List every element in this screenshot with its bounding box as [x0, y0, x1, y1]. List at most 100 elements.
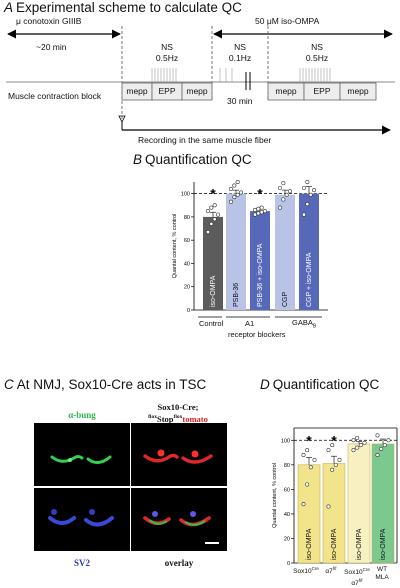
iso-ompa-label: 50 μM iso-OMPA [255, 16, 320, 26]
bar-category-label: PSB-36 + iso-OMPA [257, 243, 264, 307]
sox10-reporter-label: Sox10-Cre; floxStopfloxtomato [148, 402, 208, 424]
data-point [308, 192, 313, 197]
data-point [305, 202, 310, 207]
data-point [301, 502, 306, 507]
seg-mepp-4-label: mepp [347, 86, 369, 96]
data-point [256, 206, 261, 211]
panel-d-chart: 0 20 40 60 80 100 Quantal content, % control is… [272, 427, 398, 565]
data-point [206, 230, 211, 235]
muscle-block-label: Muscle contraction block [8, 91, 102, 101]
data-point [232, 195, 237, 200]
data-point [386, 438, 391, 443]
data-point [232, 183, 237, 188]
data-point [256, 211, 261, 216]
data-point [287, 189, 292, 194]
micrograph-overlay [131, 488, 227, 551]
data-point [229, 199, 234, 204]
seg-epp-2-label: EPP [313, 86, 331, 96]
data-point [284, 192, 289, 197]
data-point [305, 482, 310, 487]
bar [275, 194, 295, 310]
bar [299, 193, 319, 310]
data-point [281, 181, 286, 186]
seg-mepp-1-label: mepp [126, 86, 148, 96]
bar-category-label: iso-OMPA [356, 528, 363, 560]
data-point [301, 185, 306, 190]
data-point [330, 467, 335, 472]
data-point [305, 448, 310, 453]
data-point [326, 448, 331, 453]
seg-epp-1-label: EPP [158, 86, 176, 96]
d-x1-label: Sox10Cre [293, 566, 319, 576]
data-point [239, 190, 244, 195]
y-tick-label: 40 [184, 261, 190, 267]
seg-mepp-4 [339, 82, 377, 101]
data-point [235, 180, 240, 185]
data-point [259, 210, 264, 215]
data-point [308, 465, 313, 470]
data-point [253, 207, 258, 212]
y-tick-label: 100 [181, 192, 190, 198]
y-tick-label: 60 [284, 487, 290, 493]
data-point [382, 443, 387, 448]
data-point [262, 209, 267, 214]
panel-b-chart: 0 20 40 60 80 100 Quantal content, % control is… [172, 180, 328, 318]
data-point [229, 186, 234, 191]
data-point [351, 448, 356, 453]
seg-mepp-2-label: mepp [186, 86, 208, 96]
data-point [209, 221, 214, 226]
micrograph-tomato [131, 423, 227, 486]
ns-2-label: NS 0.1Hz [228, 42, 252, 63]
y-tick-label: 0 [287, 561, 290, 565]
d-x2-label: α7f/f [325, 566, 337, 576]
data-point [301, 212, 306, 217]
data-point [312, 457, 317, 462]
data-point [333, 462, 338, 467]
data-point [212, 203, 217, 208]
group-gaba-label: GABAB [292, 318, 317, 330]
panel-c-title: C At NMJ, Sox10-Cre acts in TSC [4, 377, 207, 392]
y-axis-label: Quantal content, % control [272, 463, 278, 528]
y-tick-label: 80 [284, 463, 290, 469]
data-point [362, 440, 367, 445]
data-point [277, 185, 282, 190]
data-point [305, 180, 310, 185]
data-point [235, 192, 240, 197]
significance-star: * [257, 186, 263, 202]
duration-20-label: ~20 min [36, 42, 67, 52]
data-point [337, 457, 342, 462]
y-tick-label: 20 [184, 285, 190, 291]
data-point [358, 443, 363, 448]
panel-a-scheme [6, 26, 395, 135]
data-point [301, 452, 306, 457]
significance-star: * [210, 186, 216, 202]
ns-1-label: NS 0.5Hz [155, 42, 179, 63]
bar [250, 211, 270, 310]
receptor-blockers-label: receptor blockers [228, 330, 286, 339]
bar-category-label: iso-OMPA [380, 528, 387, 560]
significance-star: * [331, 432, 337, 448]
overlay-label: overlay [164, 558, 194, 568]
bar-category-label: PSB-36 [233, 283, 240, 307]
bar-category-label: CGP + iso-OMPA [306, 252, 313, 307]
conotoxin-label: μ conotoxin GIIIB [16, 16, 82, 26]
data-point [351, 438, 356, 443]
data-point [259, 205, 264, 210]
micrograph-abung [34, 423, 130, 486]
data-point [355, 445, 360, 450]
d-x3-label: Sox10Cre α7f/f [344, 567, 370, 588]
bar-category-label: iso-OMPA [306, 528, 313, 560]
data-point [326, 504, 331, 509]
d-x4-label: WT MLA [375, 566, 389, 581]
recording-label: Recording in the same muscle fiber [138, 135, 272, 145]
seg-mepp-2 [181, 82, 213, 101]
y-tick-label: 40 [284, 512, 290, 518]
bar [203, 216, 223, 310]
ns-3-label: NS 0.5Hz [305, 42, 329, 63]
data-point [375, 452, 380, 457]
stim-ticks-2 [219, 68, 233, 82]
y-tick-label: 100 [281, 438, 290, 444]
y-tick-label: 80 [184, 215, 190, 221]
data-point [375, 433, 380, 438]
data-point [212, 217, 217, 222]
